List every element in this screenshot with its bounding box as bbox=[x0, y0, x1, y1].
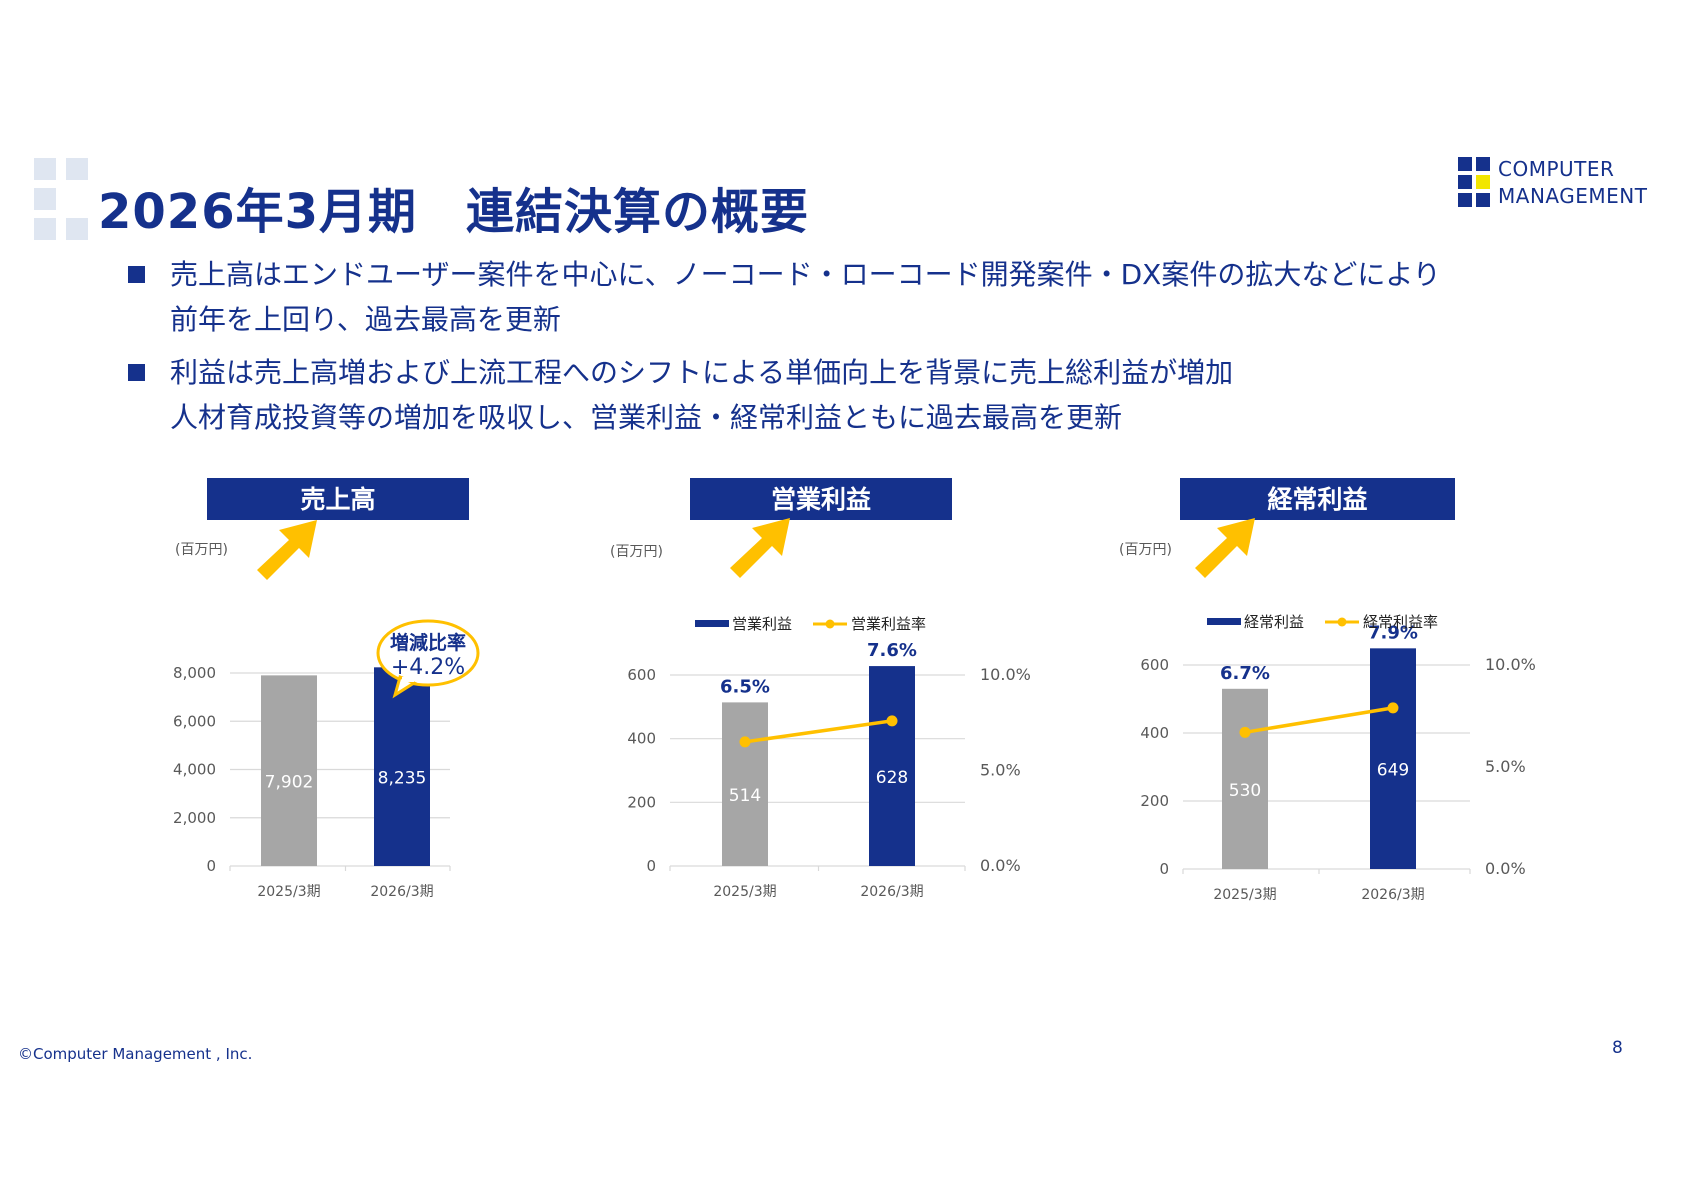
summary-bullets: 売上高はエンドユーザー案件を中心に、ノーコード・ローコード開発案件・DX案件の拡… bbox=[128, 252, 1608, 448]
legend-swatch-point bbox=[1337, 617, 1347, 627]
legend-swatch-point bbox=[825, 619, 835, 629]
bullet-square-icon bbox=[128, 266, 145, 283]
bullet-line: 売上高はエンドユーザー案件を中心に、ノーコード・ローコード開発案件・DX案件の拡… bbox=[170, 258, 1441, 291]
chart-sales-svg: 売上高 (百万円) 0 2,000 4,000 6,000 8,000 7,902 2025/3… bbox=[173, 478, 480, 900]
legend-label: 営業利益率 bbox=[851, 615, 926, 633]
y-tick-label: 400 bbox=[1140, 724, 1169, 742]
legend-label: 経常利益 bbox=[1244, 613, 1304, 631]
bullet-profit: 利益は売上高増および上流工程へのシフトによる単価向上を背景に売上総利益が増加 人… bbox=[128, 350, 1608, 440]
legend-label: 営業利益 bbox=[732, 615, 792, 633]
y2-tick-label: 0.0% bbox=[1485, 859, 1526, 878]
y-tick-label: 200 bbox=[627, 793, 656, 811]
chart-unit: (百万円) bbox=[1119, 542, 1172, 558]
bar-value-label: 8,235 bbox=[378, 769, 427, 789]
chart-title: 経常利益 bbox=[1267, 485, 1367, 514]
bar-value-label: 514 bbox=[729, 786, 761, 806]
rate-line bbox=[1244, 706, 1394, 735]
x-tick-label: 2025/3期 bbox=[1213, 887, 1276, 903]
rate-point bbox=[886, 715, 898, 727]
up-arrow-icon bbox=[1195, 518, 1255, 578]
title-decoration bbox=[34, 158, 88, 240]
bar bbox=[374, 667, 430, 866]
callout-bubble bbox=[376, 619, 480, 687]
y-tick-label: 8,000 bbox=[173, 664, 216, 682]
bullet-line: 利益は売上高増および上流工程へのシフトによる単価向上を背景に売上総利益が増加 bbox=[170, 356, 1234, 389]
bar bbox=[1222, 688, 1268, 869]
y-tick-label: 2,000 bbox=[173, 809, 216, 827]
y2-tick-label: 5.0% bbox=[980, 761, 1021, 780]
y-tick-label: 0 bbox=[206, 857, 216, 875]
page-title: 2026年3月期 連結決算の概要 bbox=[98, 184, 809, 240]
legend-label: 経常利益率 bbox=[1363, 613, 1438, 631]
x-tick-label: 2026/3期 bbox=[1361, 887, 1424, 903]
chart-title-banner bbox=[207, 478, 469, 520]
chart-operating-profit-svg: 営業利益 (百万円) 0 200 400 600 514 2025/3期 628 2026/3期 0… bbox=[610, 478, 1031, 900]
chart-title: 売上高 bbox=[300, 485, 375, 514]
y-tick-label: 600 bbox=[627, 666, 656, 684]
page-number: 8 bbox=[1612, 1038, 1623, 1058]
y-tick-label: 4,000 bbox=[173, 761, 216, 779]
up-arrow-icon bbox=[257, 520, 317, 580]
chart-ordinary-profit: 経常利益 (百万円) 0 200 400 600 530 2025/3期 649 2026/3期 0… bbox=[1105, 478, 1575, 978]
y-tick-label: 0 bbox=[1159, 860, 1169, 878]
rate-label: 6.5% bbox=[720, 676, 770, 697]
bullet-square-icon bbox=[128, 364, 145, 381]
chart-title-banner bbox=[1180, 478, 1455, 520]
rate-label: 7.9% bbox=[1368, 622, 1418, 643]
company-logo: COMPUTER MANAGEMENT bbox=[1458, 157, 1668, 209]
y2-tick-label: 10.0% bbox=[1485, 655, 1536, 674]
logo-line-2: MANAGEMENT bbox=[1498, 184, 1648, 208]
rate-point bbox=[1387, 702, 1399, 714]
chart-title-banner bbox=[690, 478, 952, 520]
bar-value-label: 530 bbox=[1229, 781, 1261, 801]
y2-tick-label: 0.0% bbox=[980, 856, 1021, 875]
rate-line bbox=[744, 719, 893, 744]
legend-swatch-bar bbox=[695, 620, 729, 627]
rate-point bbox=[1239, 726, 1251, 738]
bar bbox=[722, 702, 768, 866]
x-tick-label: 2025/3期 bbox=[713, 884, 776, 900]
x-tick-label: 2026/3期 bbox=[370, 884, 433, 900]
bullet-line: 人材育成投資等の増加を吸収し、営業利益・経常利益ともに過去最高を更新 bbox=[170, 401, 1123, 434]
chart-sales: 売上高 (百万円) 0 2,000 4,000 6,000 8,000 7,902 2025/3… bbox=[150, 478, 620, 978]
chart-unit: (百万円) bbox=[175, 542, 228, 558]
bullet-line: 前年を上回り、過去最高を更新 bbox=[170, 303, 561, 336]
rate-point bbox=[739, 736, 751, 748]
legend-swatch-bar bbox=[1207, 618, 1241, 625]
chart-unit: (百万円) bbox=[610, 544, 663, 560]
bar-value-label: 628 bbox=[876, 768, 908, 788]
bar bbox=[869, 666, 915, 866]
bar-value-label: 7,902 bbox=[265, 773, 314, 793]
copyright: ©Computer Management , Inc. bbox=[18, 1045, 253, 1063]
y-tick-label: 0 bbox=[646, 857, 656, 875]
chart-operating-profit: 営業利益 (百万円) 0 200 400 600 514 2025/3期 628 2026/3期 0… bbox=[600, 478, 1070, 978]
bar-value-label: 649 bbox=[1377, 761, 1409, 781]
chart-ordinary-profit-svg: 経常利益 (百万円) 0 200 400 600 530 2025/3期 649 2026/3期 0… bbox=[1119, 478, 1536, 903]
rate-label: 7.6% bbox=[867, 640, 917, 661]
chart-title: 営業利益 bbox=[771, 485, 871, 514]
logo-line-1: COMPUTER bbox=[1498, 157, 1615, 181]
bar bbox=[261, 675, 317, 866]
y2-tick-label: 5.0% bbox=[1485, 757, 1526, 776]
y2-tick-label: 10.0% bbox=[980, 665, 1031, 684]
callout-label: 増減比率 bbox=[390, 631, 466, 654]
y-tick-label: 200 bbox=[1140, 792, 1169, 810]
y-tick-label: 600 bbox=[1140, 656, 1169, 674]
callout-pointer-mask bbox=[402, 677, 414, 682]
callout-value: +4.2% bbox=[391, 655, 465, 680]
x-tick-label: 2026/3期 bbox=[860, 884, 923, 900]
y-tick-label: 400 bbox=[627, 730, 656, 748]
bar bbox=[1370, 648, 1416, 869]
rate-label: 6.7% bbox=[1220, 663, 1270, 684]
up-arrow-icon bbox=[730, 518, 790, 578]
bullet-sales: 売上高はエンドユーザー案件を中心に、ノーコード・ローコード開発案件・DX案件の拡… bbox=[128, 252, 1608, 342]
x-tick-label: 2025/3期 bbox=[257, 884, 320, 900]
y-tick-label: 6,000 bbox=[173, 712, 216, 730]
